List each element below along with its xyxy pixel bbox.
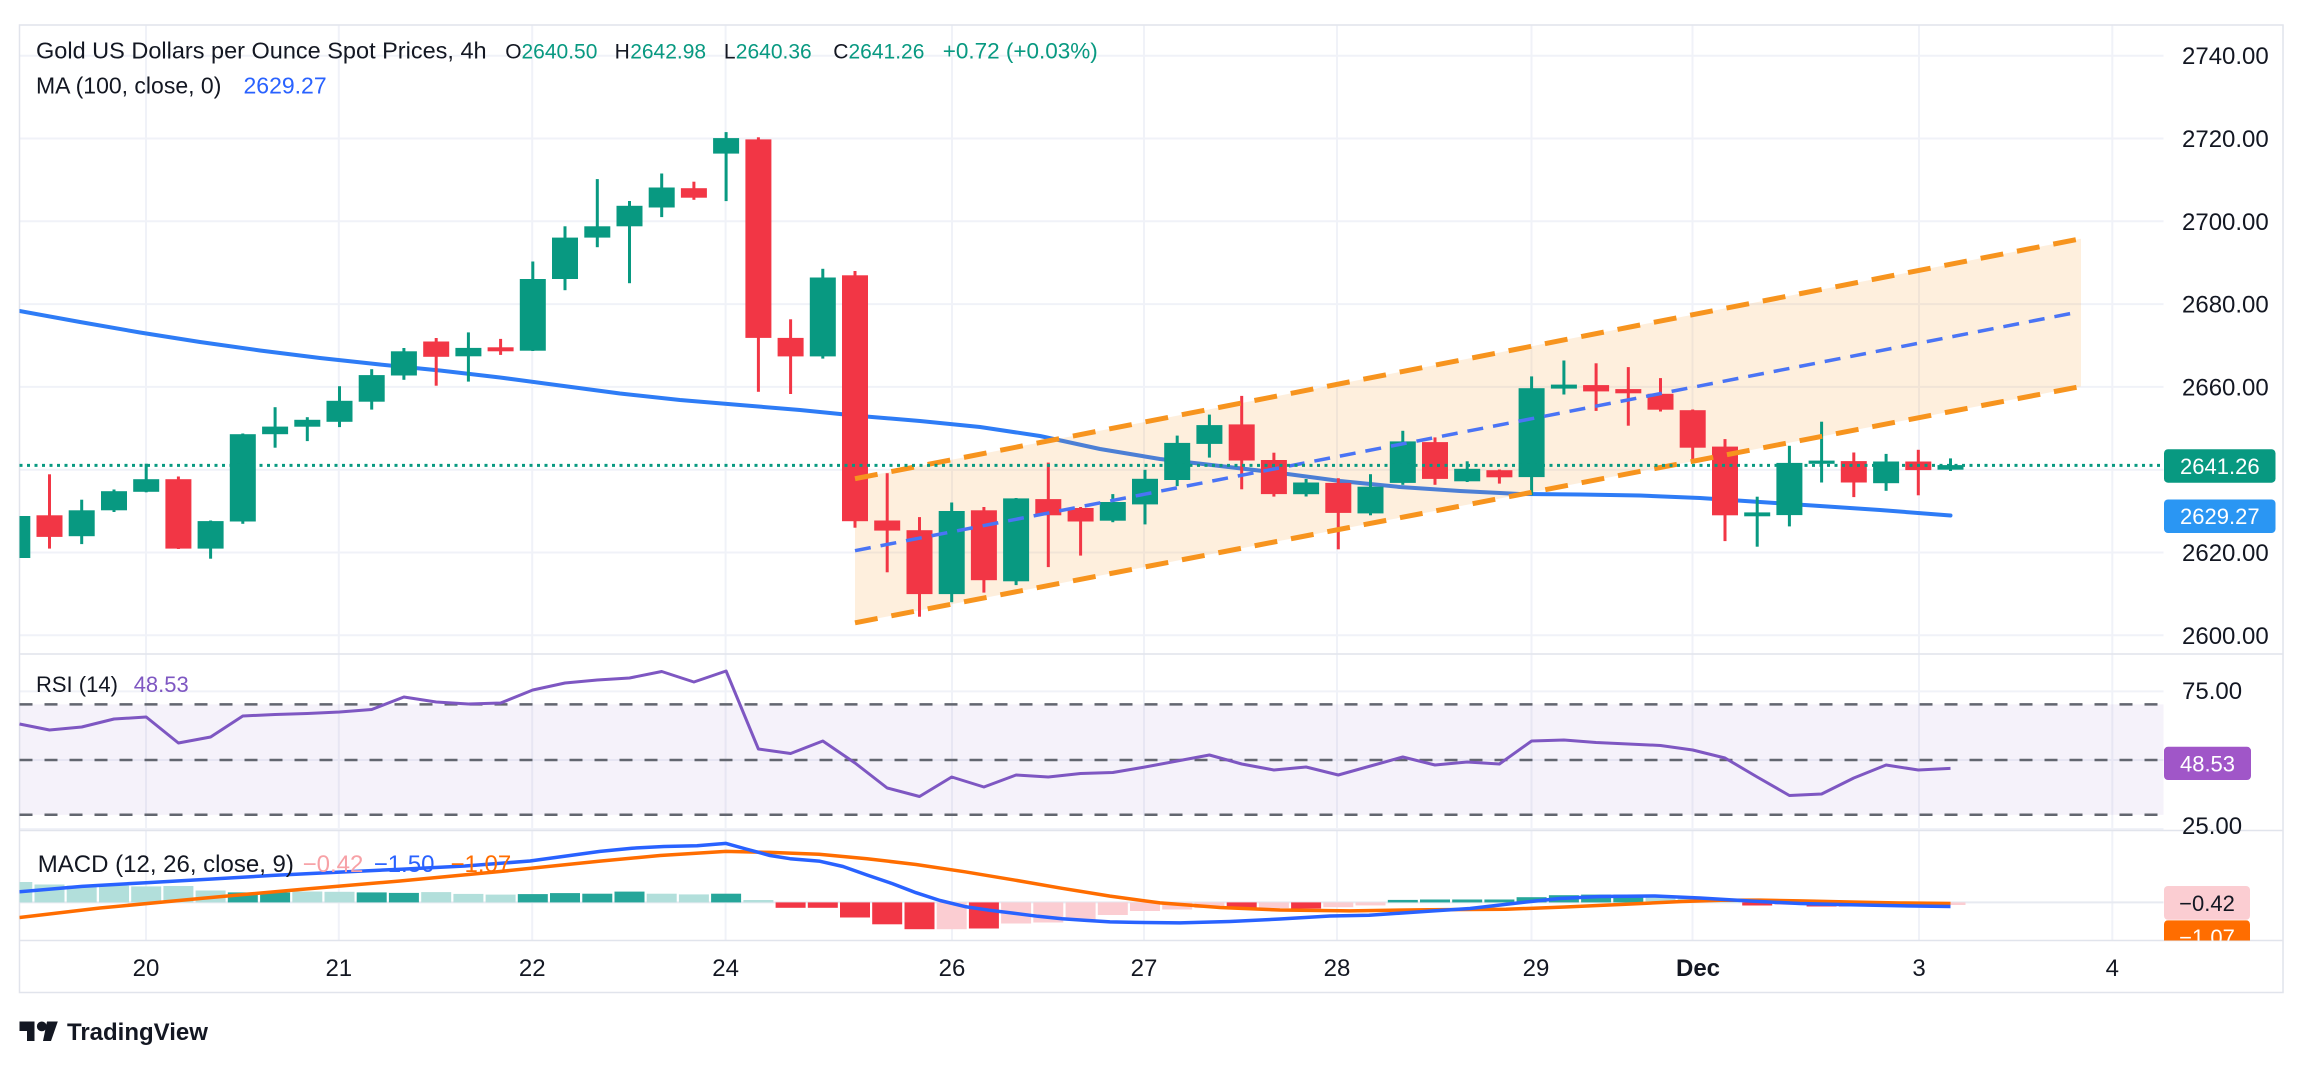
svg-text:29: 29 — [1523, 955, 1550, 982]
svg-text:2620.00: 2620.00 — [2182, 540, 2269, 567]
svg-text:H: H — [615, 41, 630, 64]
svg-text:MACD (12, 26, close, 9): MACD (12, 26, close, 9) — [38, 851, 294, 878]
svg-text:27: 27 — [1131, 955, 1158, 982]
svg-text:2660.00: 2660.00 — [2182, 374, 2269, 401]
svg-text:48.53: 48.53 — [134, 672, 189, 697]
svg-text:2680.00: 2680.00 — [2182, 292, 2269, 319]
svg-text:C: C — [833, 41, 848, 64]
svg-text:2600.00: 2600.00 — [2182, 623, 2269, 650]
svg-text:RSI (14): RSI (14) — [36, 672, 118, 697]
svg-text:2640.50: 2640.50 — [522, 41, 598, 64]
svg-text:20: 20 — [133, 955, 160, 982]
svg-text:−1.50: −1.50 — [374, 851, 435, 878]
svg-text:2641.26: 2641.26 — [849, 41, 925, 64]
svg-text:2629.27: 2629.27 — [2180, 504, 2260, 529]
svg-text:2720.00: 2720.00 — [2182, 126, 2269, 153]
svg-text:MA (100, close, 0): MA (100, close, 0) — [36, 73, 221, 99]
svg-text:24: 24 — [712, 955, 739, 982]
svg-text:−0.42: −0.42 — [303, 851, 364, 878]
svg-text:75.00: 75.00 — [2182, 678, 2242, 705]
svg-text:2640.36: 2640.36 — [736, 41, 812, 64]
svg-text:Dec: Dec — [1676, 955, 1720, 982]
svg-text:26: 26 — [939, 955, 966, 982]
svg-text:25.00: 25.00 — [2182, 813, 2242, 840]
svg-text:−0.42: −0.42 — [2179, 891, 2235, 916]
svg-text:L: L — [724, 41, 736, 64]
svg-text:TradingView: TradingView — [67, 1019, 208, 1046]
svg-text:2700.00: 2700.00 — [2182, 209, 2269, 236]
svg-text:21: 21 — [325, 955, 352, 982]
svg-text:−1.07: −1.07 — [2179, 925, 2235, 950]
svg-text:48.53: 48.53 — [2180, 751, 2235, 776]
svg-text:22: 22 — [519, 955, 546, 982]
svg-text:2629.27: 2629.27 — [244, 73, 327, 99]
svg-text:Gold US Dollars per Ounce Spot: Gold US Dollars per Ounce Spot Prices, 4… — [36, 38, 487, 64]
svg-text:2641.26: 2641.26 — [2180, 454, 2260, 479]
svg-text:−1.07: −1.07 — [451, 851, 512, 878]
svg-text:O: O — [505, 41, 521, 64]
svg-text:4: 4 — [2106, 955, 2119, 982]
svg-text:28: 28 — [1324, 955, 1351, 982]
svg-text:2740.00: 2740.00 — [2182, 43, 2269, 70]
svg-text:+0.72 (+0.03%): +0.72 (+0.03%) — [943, 39, 1098, 64]
svg-text:2642.98: 2642.98 — [630, 41, 706, 64]
svg-text:3: 3 — [1912, 955, 1925, 982]
